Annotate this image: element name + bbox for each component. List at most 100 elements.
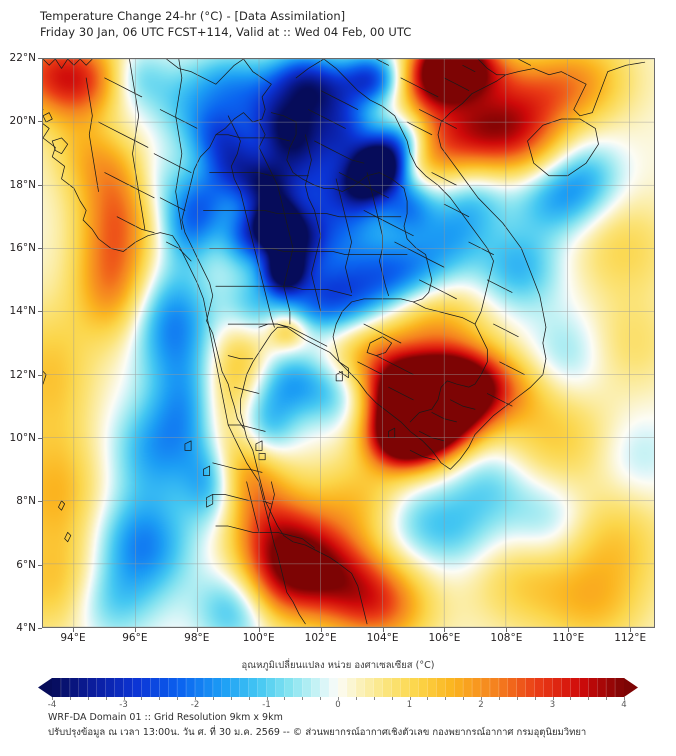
lon-tick-100°E: 100°E (242, 632, 275, 644)
boundary-path (449, 399, 476, 410)
boundary-path (314, 140, 365, 164)
boundary-path (181, 59, 272, 429)
colorbar-minor-tick (230, 697, 232, 700)
lat-tick-mark (38, 121, 42, 123)
boundary-path (493, 323, 519, 338)
boundary-path (255, 440, 263, 451)
lon-tick-mark (382, 628, 384, 632)
lat-tick-mark (38, 628, 42, 629)
boundary-path (212, 462, 263, 473)
boundary-path (409, 449, 436, 461)
boundary-path (227, 355, 254, 360)
lon-tick-102°E: 102°E (304, 632, 337, 644)
lon-tick-mark (134, 628, 136, 632)
boundary-path (212, 494, 272, 505)
colorbar-minor-tick (498, 697, 500, 700)
colorbar-minor-tick (177, 697, 179, 700)
boundary-path (277, 554, 306, 625)
lat-tick-mark (38, 58, 42, 59)
colorbar-tick-2: 2 (478, 700, 484, 710)
boundary-path (406, 121, 433, 136)
colorbar-minor-tick (427, 697, 429, 700)
colorbar-minor-tick (534, 697, 536, 700)
lon-tick-mark (72, 628, 74, 632)
coastline-and-borders-overlay (43, 59, 646, 625)
boundary-path (206, 494, 214, 508)
boundary-path (335, 178, 352, 293)
boundary-path (267, 481, 275, 533)
boundary-path (85, 77, 99, 192)
colorbar-minor-tick (195, 697, 196, 700)
boundary-path (258, 121, 294, 325)
lon-tick-96°E: 96°E (122, 632, 148, 644)
colorbar-minor-tick (266, 697, 268, 700)
colorbar-minor-tick (159, 697, 161, 700)
colorbar-minor-tick (552, 697, 554, 700)
colorbar-minor-tick (481, 697, 482, 700)
boundary-path (366, 336, 393, 357)
colorbar-minor-tick (588, 697, 590, 700)
boundary-path (366, 172, 389, 297)
boundary-path (499, 361, 525, 375)
boundary-path (462, 64, 476, 73)
lat-tick-22°N: 22°N (9, 52, 36, 64)
boundary-path (375, 59, 389, 66)
colorbar-tick-0: 0 (335, 700, 341, 710)
colorbar-minor-tick (69, 697, 71, 700)
lat-tick-mark (38, 374, 42, 376)
colorbar-minor-tick (570, 697, 572, 700)
colorbar-minor-tick (302, 697, 304, 700)
boundary-path (363, 323, 402, 344)
lon-tick-106°E: 106°E (428, 632, 461, 644)
colorbar-minor-tick (516, 697, 518, 700)
lat-tick-20°N: 20°N (9, 115, 36, 128)
latitude-axis: 4°N 6°N 8°N 10°N 12°N 14°N 16°N 18°N 20°N 22°N (0, 0, 36, 756)
boundary-path (375, 355, 414, 375)
chart-subtitle: Friday 30 Jan, 06 UTC FCST+114, Valid at… (40, 25, 412, 39)
boundary-path (443, 77, 470, 91)
boundary-path (215, 134, 291, 142)
boundary-path (394, 241, 445, 268)
colorbar-tick-1: 1 (406, 700, 413, 710)
lat-tick-mark (38, 438, 42, 439)
boundary-path (159, 197, 186, 211)
boundary-path (357, 361, 383, 375)
lat-tick-mark (38, 248, 42, 249)
lat-tick-mark (38, 311, 42, 313)
boundary-path (419, 431, 445, 442)
colorbar-tick--4: -4 (47, 700, 57, 710)
footer-credit-info: ปรับปรุงข้อมูล ณ เวลา 13:00น. วัน ศ. ที่… (48, 727, 587, 738)
boundary-path (363, 210, 414, 237)
lon-tick-mark (196, 628, 198, 632)
boundary-path (159, 109, 198, 129)
lon-tick-108°E: 108°E (490, 632, 523, 644)
boundary-path (166, 59, 244, 85)
colorbar-minor-tick (606, 697, 608, 700)
footer-domain-info: WRF-DA Domain 01 :: Grid Resolution 9km … (48, 712, 283, 723)
boundary-path (304, 134, 322, 312)
lon-tick-mark (568, 628, 570, 632)
colorbar-tick-4: 4 (621, 700, 627, 710)
boundary-path (43, 108, 278, 555)
colorbar-minor-tick (624, 697, 625, 700)
lat-tick-4°N: 4°N (16, 622, 36, 634)
boundary-path (184, 440, 192, 451)
boundary-path (486, 393, 513, 407)
lon-tick-mark (506, 628, 508, 632)
lat-tick-6°N: 6°N (16, 558, 36, 571)
boundary-path (323, 59, 494, 325)
boundary-path (104, 77, 143, 98)
lon-tick-112°E: 112°E (614, 632, 647, 644)
boundary-path (227, 115, 275, 328)
colorbar-minor-tick (141, 697, 143, 700)
boundary-path (227, 323, 328, 347)
boundary-path (443, 203, 470, 218)
boundary-path (517, 59, 531, 66)
boundary-path (409, 301, 488, 423)
colorbar-minor-tick (409, 697, 411, 700)
boundary-path (338, 172, 389, 199)
boundary-path (203, 210, 402, 218)
boundary-path (43, 59, 93, 69)
colorbar-title: อุณหภูมิเปลี่ยนแปลง หน่วย องศาเซลเซียส (… (241, 660, 435, 671)
boundary-path (233, 386, 260, 394)
